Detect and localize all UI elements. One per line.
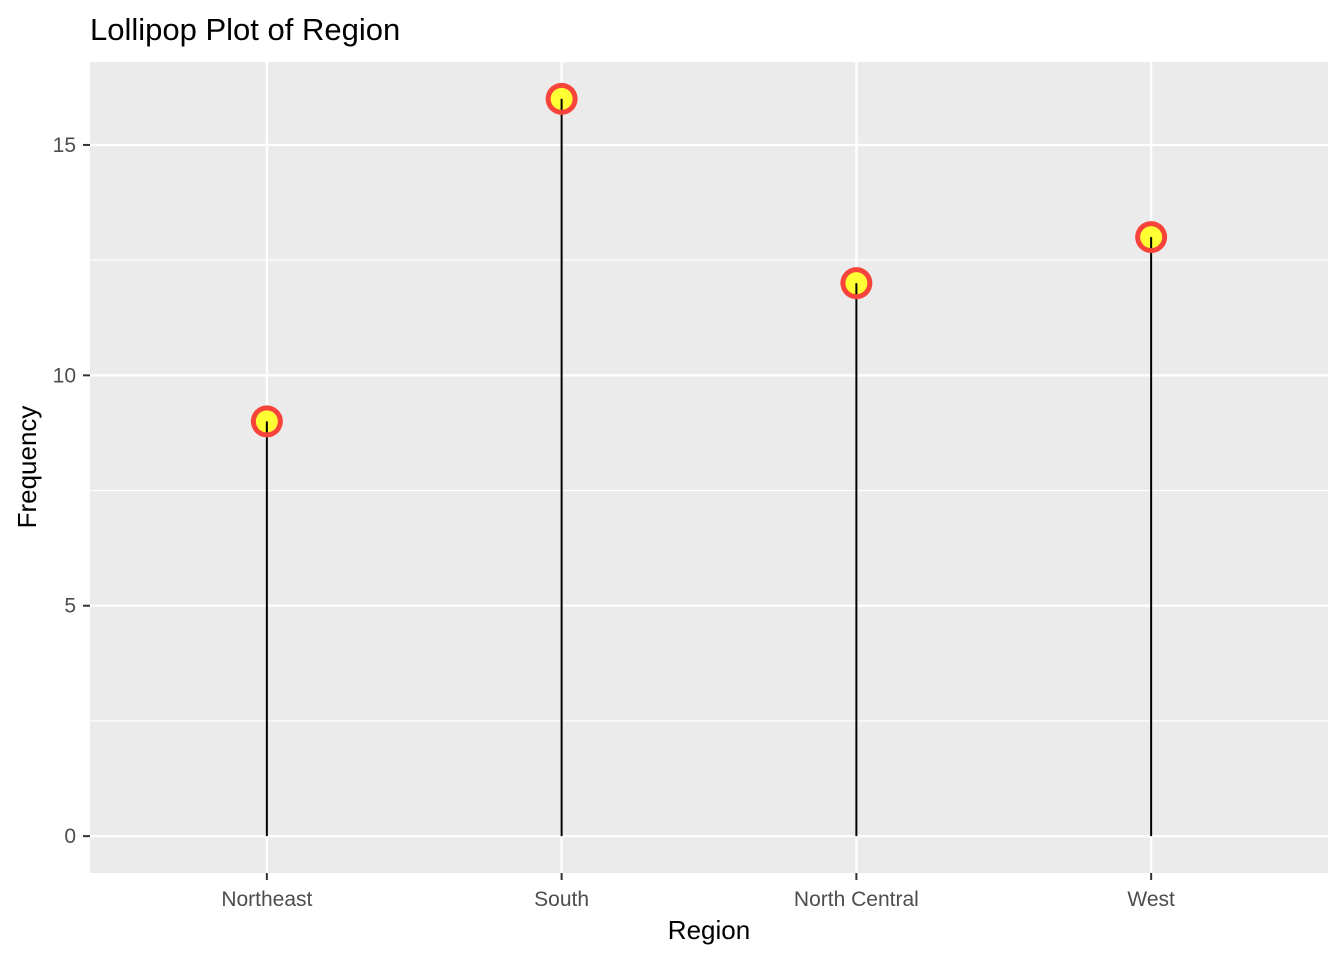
plot-panel	[90, 62, 1328, 873]
chart-title: Lollipop Plot of Region	[90, 12, 400, 47]
x-tick-label: Northeast	[221, 888, 312, 911]
lollipop-stems	[265, 98, 1153, 837]
y-axis-ticks: 0 5 10 15	[53, 134, 90, 848]
x-axis-title: Region	[668, 915, 750, 945]
y-tick-label: 5	[64, 595, 76, 618]
y-tick-label: 0	[64, 825, 76, 848]
y-tick-label: 15	[53, 134, 76, 157]
x-tick-label: West	[1127, 888, 1175, 911]
y-tick-label: 10	[53, 364, 76, 387]
x-tick-label: South	[534, 888, 589, 911]
y-axis-title: Frequency	[12, 406, 42, 529]
lollipop-points	[250, 82, 1168, 438]
x-tick-label: North Central	[794, 888, 919, 911]
x-axis-ticks: Northeast South North Central West	[221, 873, 1175, 911]
minor-gridlines	[90, 259, 1328, 722]
